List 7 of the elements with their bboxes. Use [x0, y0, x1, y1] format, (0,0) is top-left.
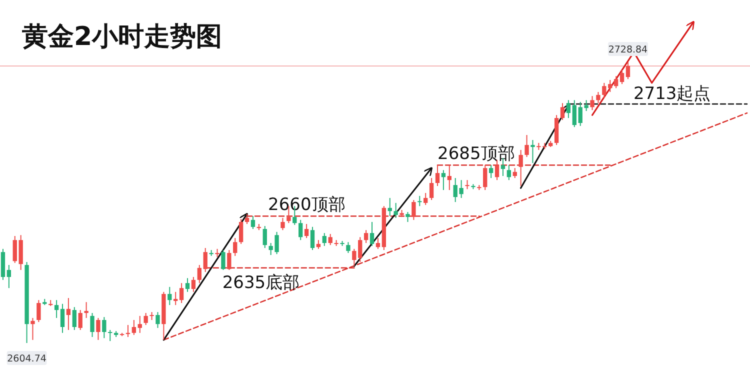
- chart-title: 黄金2小时走势图: [21, 22, 222, 52]
- series-label: 2660顶部: [268, 195, 346, 216]
- annotation: 2728.84: [608, 44, 648, 56]
- series-label: 2685顶部: [438, 144, 515, 164]
- series-label: 2713起点: [633, 84, 711, 104]
- series-label: 2635底部: [222, 272, 300, 293]
- annotation: 2604.74: [7, 354, 46, 364]
